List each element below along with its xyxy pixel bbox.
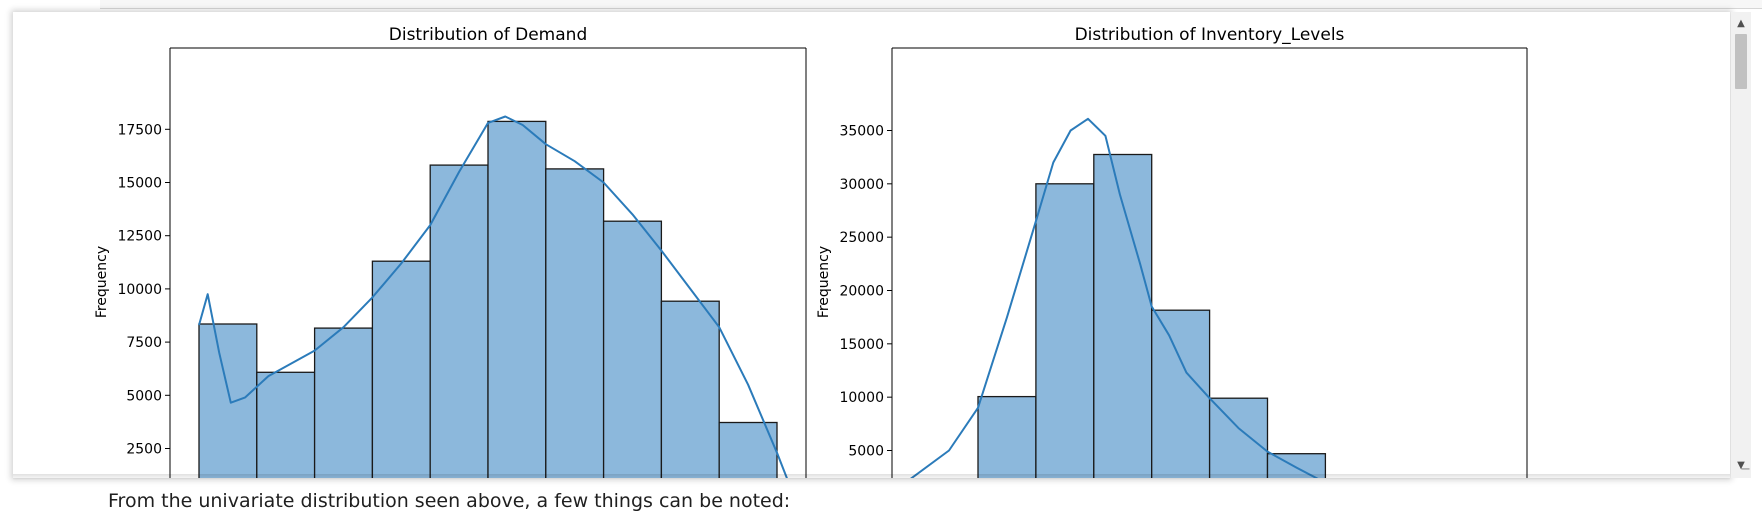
histogram-bar [1093, 153, 1153, 478]
histogram-bar [660, 300, 720, 478]
chart-title: Distribution of Inventory_Levels [1075, 25, 1345, 45]
histogram-bar [429, 164, 489, 478]
y-axis-label: Frequency [94, 246, 110, 318]
y-tick-label: 10000 [839, 390, 884, 406]
demand-histogram: 2500 5000 7500 10000 12500 15000 17500 Distribu… [94, 25, 807, 478]
y-tick-label: 12500 [117, 229, 162, 245]
scroll-up-arrow-icon[interactable]: ▲ [1737, 17, 1745, 29]
y-tick-label: 5000 [126, 388, 162, 404]
output-vertical-scrollbar[interactable]: ▲ ▼ [1731, 12, 1751, 478]
histogram-bar [487, 120, 547, 478]
y-tick-label: 15000 [839, 337, 884, 353]
inventory-levels-histogram: 5000 10000 15000 20000 25000 30000 35000 Distri… [816, 25, 1528, 478]
scrollbar-thumb[interactable] [1735, 34, 1747, 89]
y-axis-label: Frequency [816, 246, 832, 318]
y-tick-label: 35000 [839, 123, 884, 139]
histogram-bar [1208, 397, 1269, 478]
resize-handle-icon[interactable]: − [1740, 462, 1751, 477]
markdown-text: From the univariate distribution seen ab… [108, 490, 791, 512]
histogram-bar [545, 168, 605, 478]
bars [198, 115, 788, 478]
histogram-bar [313, 327, 374, 478]
kde-curve [198, 115, 788, 478]
y-tick-label: 2500 [126, 442, 162, 458]
y-tick-label: 15000 [117, 176, 162, 192]
y-tick-label: 20000 [839, 283, 884, 299]
histogram-bar [256, 371, 316, 478]
y-tick-label: 17500 [117, 122, 162, 138]
y-tick-label: 25000 [839, 230, 884, 246]
histogram-bar [198, 323, 258, 478]
histogram-bar [1035, 183, 1095, 478]
histogram-figure: 2500 5000 7500 10000 12500 15000 17500 Distribu… [94, 25, 1528, 478]
y-tick-label: 7500 [126, 335, 162, 351]
histogram-bar [602, 220, 663, 478]
histogram-bar [1266, 453, 1327, 478]
histogram-bar [977, 395, 1037, 478]
kde-curve [910, 117, 1319, 478]
y-tick-label: 30000 [839, 177, 884, 193]
chart-title: Distribution of Demand [389, 25, 587, 45]
output-frame-shadow [13, 474, 1730, 480]
cell-output-area[interactable]: 2500 5000 7500 10000 12500 15000 17500 Distribu… [13, 12, 1730, 478]
histogram-bar [371, 260, 431, 478]
scroll-down-arrow-icon[interactable]: ▼ [1737, 459, 1745, 471]
y-tick-label: 10000 [117, 282, 162, 298]
y-tick-label: 5000 [848, 444, 884, 460]
bars [910, 117, 1327, 478]
previous-cell-edge [100, 0, 1762, 9]
histogram-bar [1151, 309, 1211, 478]
